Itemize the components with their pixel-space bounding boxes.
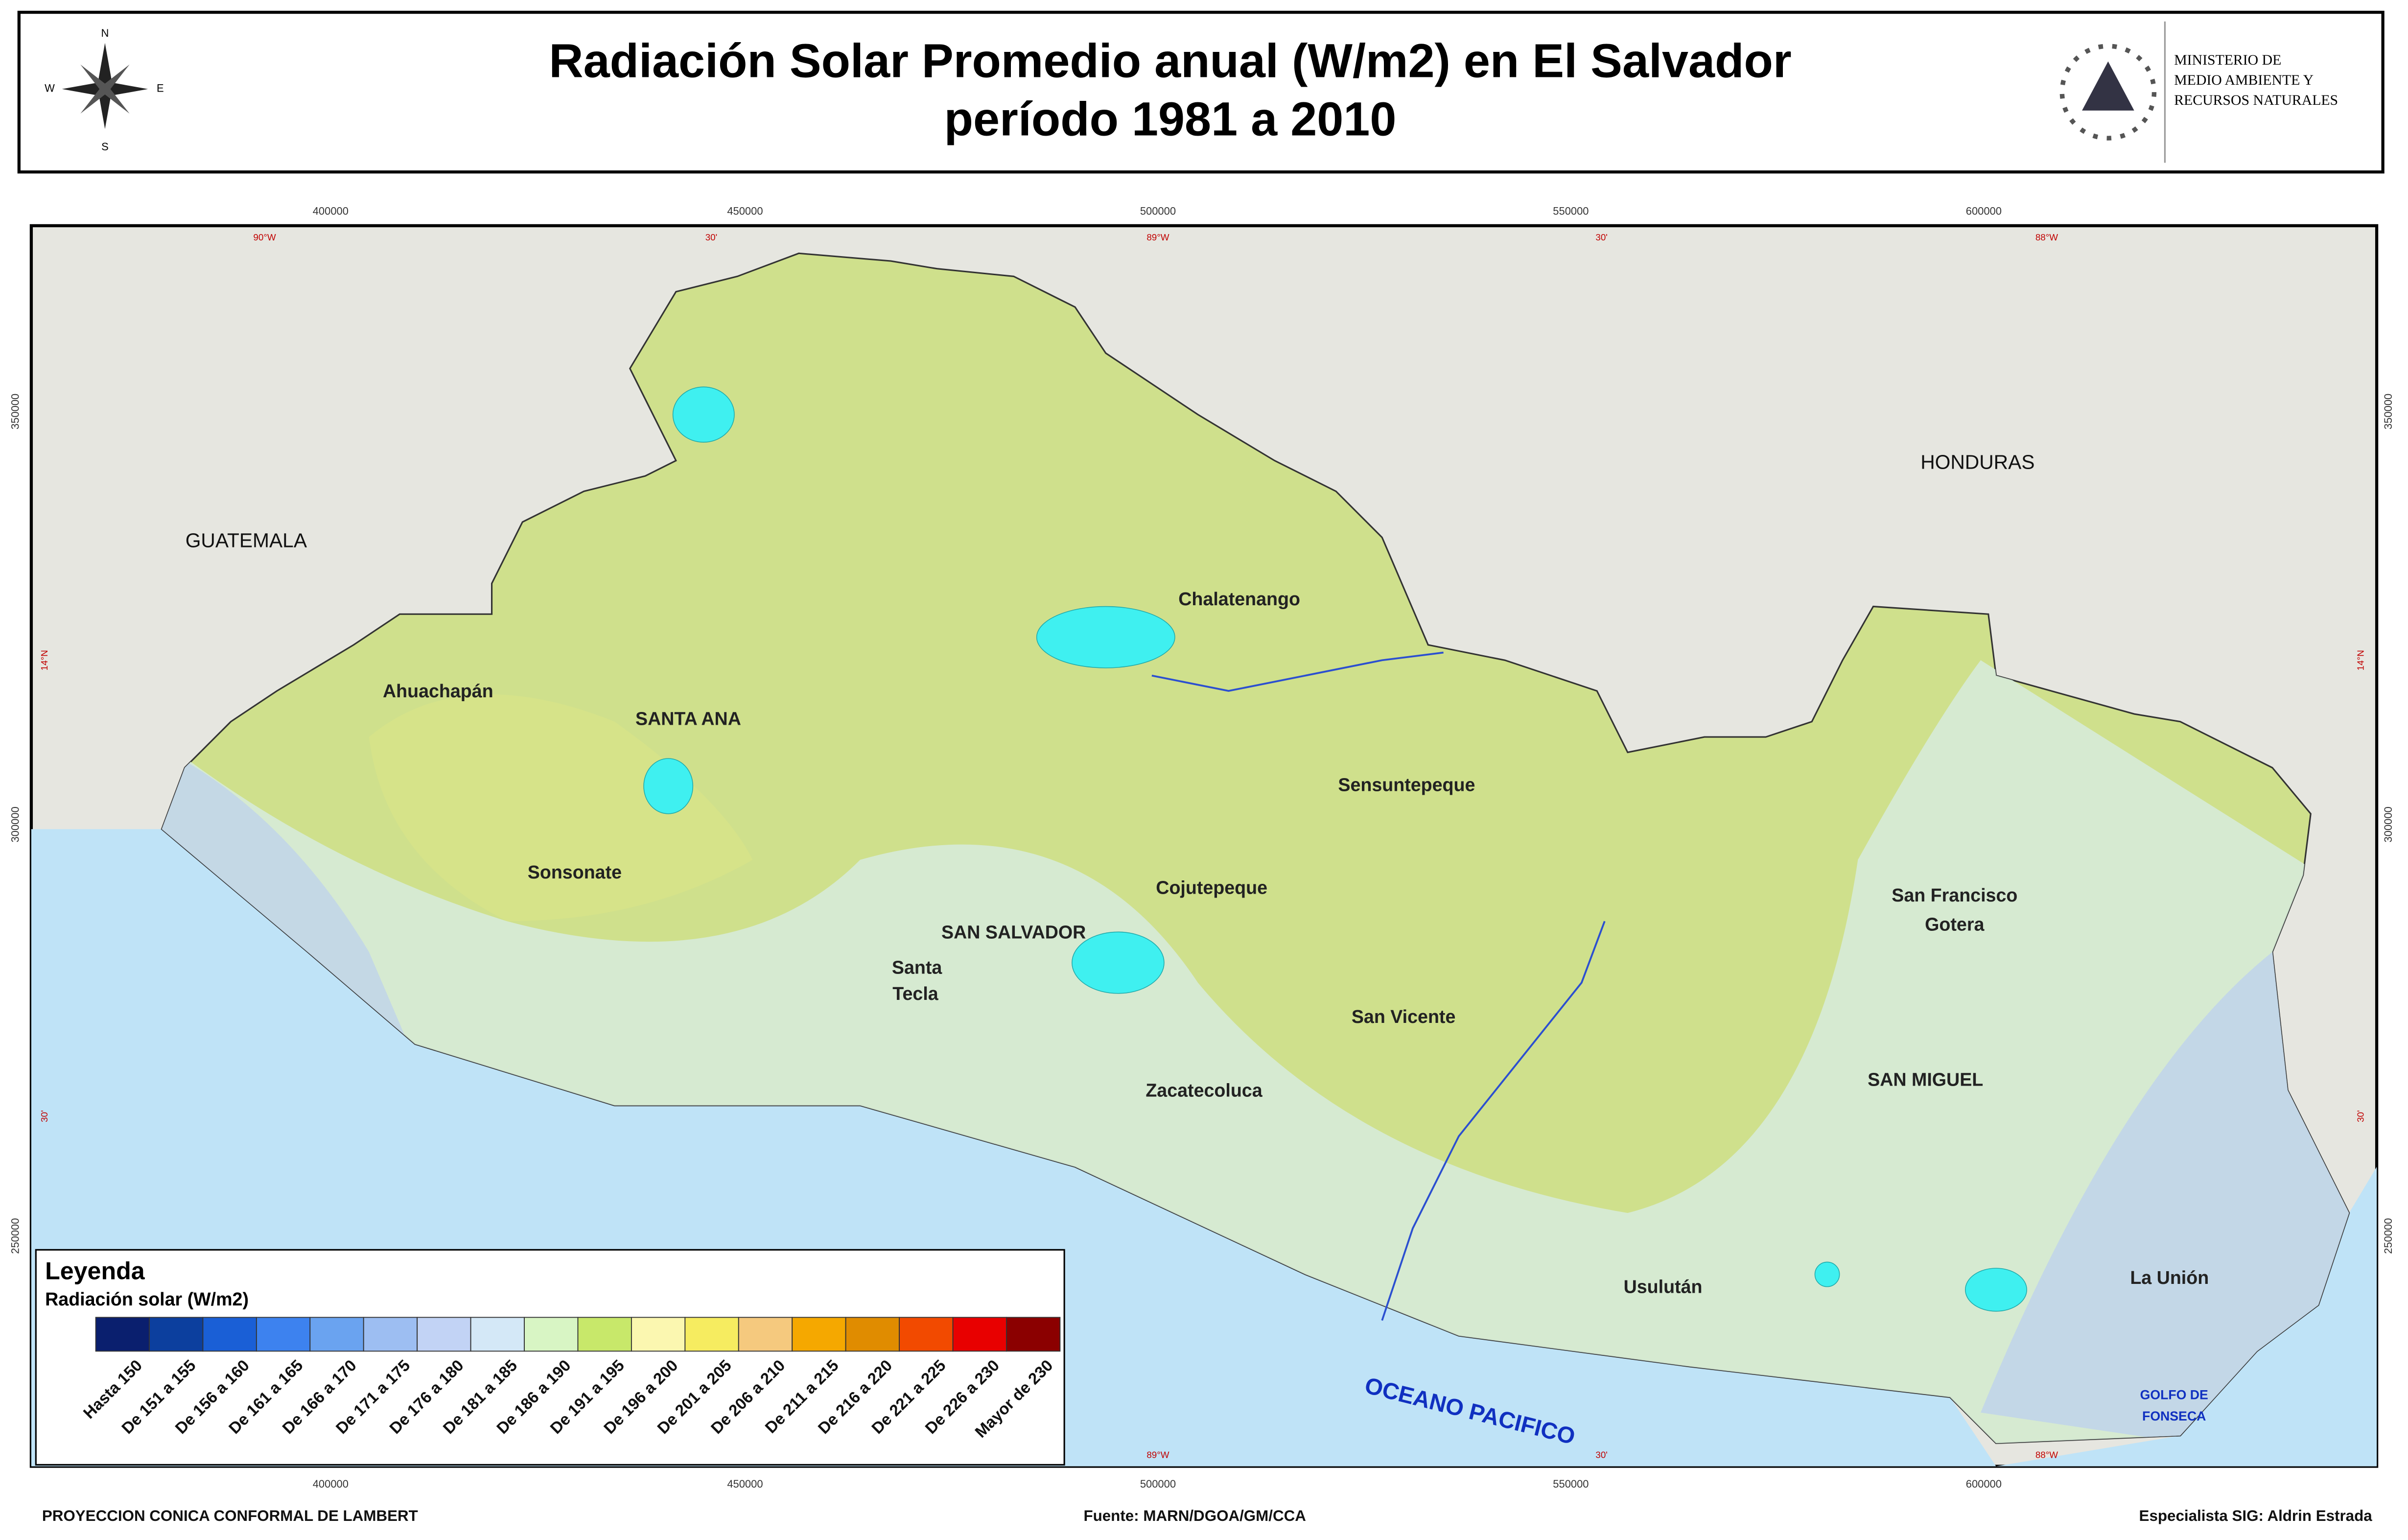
city-label: San Vicente <box>1352 1006 1456 1027</box>
northing-label: 250000 <box>2382 1218 2394 1254</box>
legend-swatch <box>256 1317 311 1352</box>
city-label: Chalatenango <box>1178 589 1300 609</box>
easting-label: 450000 <box>727 1478 763 1490</box>
legend-box <box>35 1249 1065 1466</box>
footer-source: Fuente: MARN/DGOA/GM/CCA <box>1083 1507 1306 1524</box>
lake <box>1964 1268 2027 1312</box>
ministry-logo: MINISTERIO DE MEDIO AMBIENTE Y RECURSOS … <box>2059 21 2338 163</box>
river <box>1381 921 1606 1321</box>
legend-swatch <box>524 1317 579 1352</box>
easting-label: 500000 <box>1140 205 1176 217</box>
legend-swatch <box>149 1317 204 1352</box>
gulf-water <box>1996 1167 2377 1467</box>
gulf-label: FONSECA <box>2142 1409 2206 1423</box>
river <box>1151 651 1444 692</box>
footer-projection: PROYECCION CONICA CONFORMAL DE LAMBERT <box>42 1507 418 1524</box>
northing-label: 300000 <box>9 806 21 842</box>
longitude-label: 30' <box>1595 1450 1607 1460</box>
footer-author: Especialista SIG: Aldrin Estrada <box>2139 1507 2373 1524</box>
city-label: San Francisco <box>1892 885 2017 905</box>
compass-w: W <box>45 82 55 95</box>
longitude-label: 89°W <box>1146 1450 1169 1460</box>
latitude-label: 30' <box>2356 1110 2366 1122</box>
easting-label: 550000 <box>1553 1478 1589 1490</box>
compass-n: N <box>101 27 109 39</box>
legend-swatch <box>899 1317 954 1352</box>
easting-label: 600000 <box>1966 1478 2002 1490</box>
city-label: SAN MIGUEL <box>1868 1069 1983 1090</box>
compass-rose: N S E W <box>45 27 164 153</box>
longitude-label: 89°W <box>1146 232 1169 242</box>
country-label: GUATEMALA <box>186 529 307 552</box>
lake <box>643 758 694 814</box>
city-label: SANTA ANA <box>635 709 741 729</box>
easting-label: 550000 <box>1553 205 1589 217</box>
legend-swatch <box>631 1317 686 1352</box>
city-label: Santa <box>892 957 942 977</box>
easting-label: 450000 <box>727 205 763 217</box>
legend-swatch <box>202 1317 257 1352</box>
easting-label: 500000 <box>1140 1478 1176 1490</box>
longitude-label: 30' <box>705 232 718 242</box>
compass-s: S <box>101 141 109 153</box>
longitude-label: 88°W <box>2035 1450 2058 1460</box>
northing-label: 300000 <box>2382 806 2394 842</box>
city-label: Sonsonate <box>528 862 622 882</box>
lake <box>1814 1261 1840 1287</box>
easting-label: 400000 <box>313 1478 349 1490</box>
latitude-label: 14°N <box>2356 650 2366 670</box>
legend-swatch <box>1006 1317 1061 1352</box>
latitude-label: 14°N <box>39 650 49 670</box>
city-label: SAN SALVADOR <box>941 922 1086 942</box>
northing-label: 350000 <box>2382 394 2394 429</box>
legend-swatch <box>792 1317 846 1352</box>
city-label: Gotera <box>1925 914 1985 935</box>
title-line-1: Radiación Solar Promedio anual (W/m2) en… <box>549 34 1791 87</box>
city-label: La Unión <box>2130 1267 2209 1288</box>
lake <box>672 386 735 443</box>
lake <box>1072 931 1165 994</box>
country-label: HONDURAS <box>1920 451 2034 474</box>
city-label: Sensuntepeque <box>1338 774 1475 795</box>
labels: 400000 400000 450000 450000 500000 500000 5500… <box>9 205 2394 1525</box>
legend-swatch <box>309 1317 364 1352</box>
header-box <box>17 10 2385 174</box>
northing-label: 350000 <box>9 394 21 429</box>
longitude-label: 88°W <box>2035 232 2058 242</box>
city-label: Zacatecoluca <box>1146 1080 1262 1100</box>
city-label: Tecla <box>892 983 938 1004</box>
city-label: Cojutepeque <box>1156 877 1267 898</box>
city-label: Ahuachapán <box>383 681 493 701</box>
latitude-label: 30' <box>39 1110 49 1122</box>
longitude-label: 30' <box>1595 232 1607 242</box>
legend-swatch <box>952 1317 1007 1352</box>
legend-swatch <box>577 1317 632 1352</box>
lake <box>1036 606 1175 668</box>
ministry-line: RECURSOS NATURALES <box>2174 92 2338 108</box>
ministry-line: MEDIO AMBIENTE Y <box>2174 72 2314 88</box>
legend-swatch <box>417 1317 471 1352</box>
legend-subtitle: Radiación solar (W/m2) <box>45 1289 249 1309</box>
legend-swatch <box>845 1317 900 1352</box>
legend-swatch <box>470 1317 525 1352</box>
zone-core <box>369 694 753 922</box>
compass-e: E <box>157 82 164 95</box>
legend-title: Leyenda <box>45 1257 145 1285</box>
legend-swatch <box>684 1317 739 1352</box>
city-label: Usulután <box>1624 1277 1703 1297</box>
northing-label: 250000 <box>9 1218 21 1254</box>
ministry-line: MINISTERIO DE <box>2174 52 2281 68</box>
gulf-label: GOLFO DE <box>2140 1387 2208 1402</box>
legend-swatch <box>363 1317 418 1352</box>
easting-label: 400000 <box>313 205 349 217</box>
easting-label: 600000 <box>1966 205 2002 217</box>
legend-swatch <box>738 1317 793 1352</box>
legend-swatch <box>95 1317 150 1352</box>
longitude-label: 90°W <box>253 232 276 242</box>
title-line-2: período 1981 a 2010 <box>944 93 1397 146</box>
